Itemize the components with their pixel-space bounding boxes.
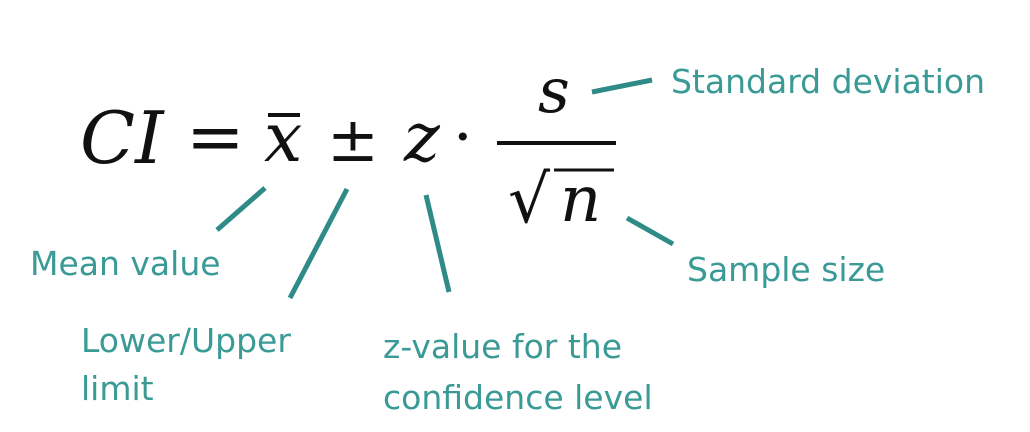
formula-z: z	[403, 99, 441, 178]
label-lower-upper-line2: limit	[81, 369, 154, 408]
formula-mean: x	[264, 99, 302, 178]
label-z-value-line2: confidence level	[383, 378, 653, 417]
label-sample-size: Sample size	[687, 250, 885, 289]
formula-ci: CI	[80, 96, 165, 180]
formula-plus-minus: ±	[327, 103, 379, 176]
leader-lower-upper	[287, 187, 350, 300]
label-mean-value: Mean value	[30, 244, 221, 283]
label-standard-deviation: Standard deviation	[671, 62, 985, 101]
formula-equals: =	[186, 96, 245, 178]
leader-sample-size	[625, 215, 675, 247]
formula-radical: √	[508, 161, 551, 238]
formula-dot: ·	[453, 100, 473, 173]
label-lower-upper-line1: Lower/Upper	[81, 321, 291, 360]
leader-standard-deviation	[591, 77, 653, 95]
leader-mean-value	[215, 186, 267, 232]
formula-denominator-n: n	[560, 163, 601, 237]
leader-z-value	[423, 194, 452, 293]
formula-numerator-s: s	[538, 54, 570, 127]
label-z-value-line1: z-value for the	[383, 327, 622, 366]
